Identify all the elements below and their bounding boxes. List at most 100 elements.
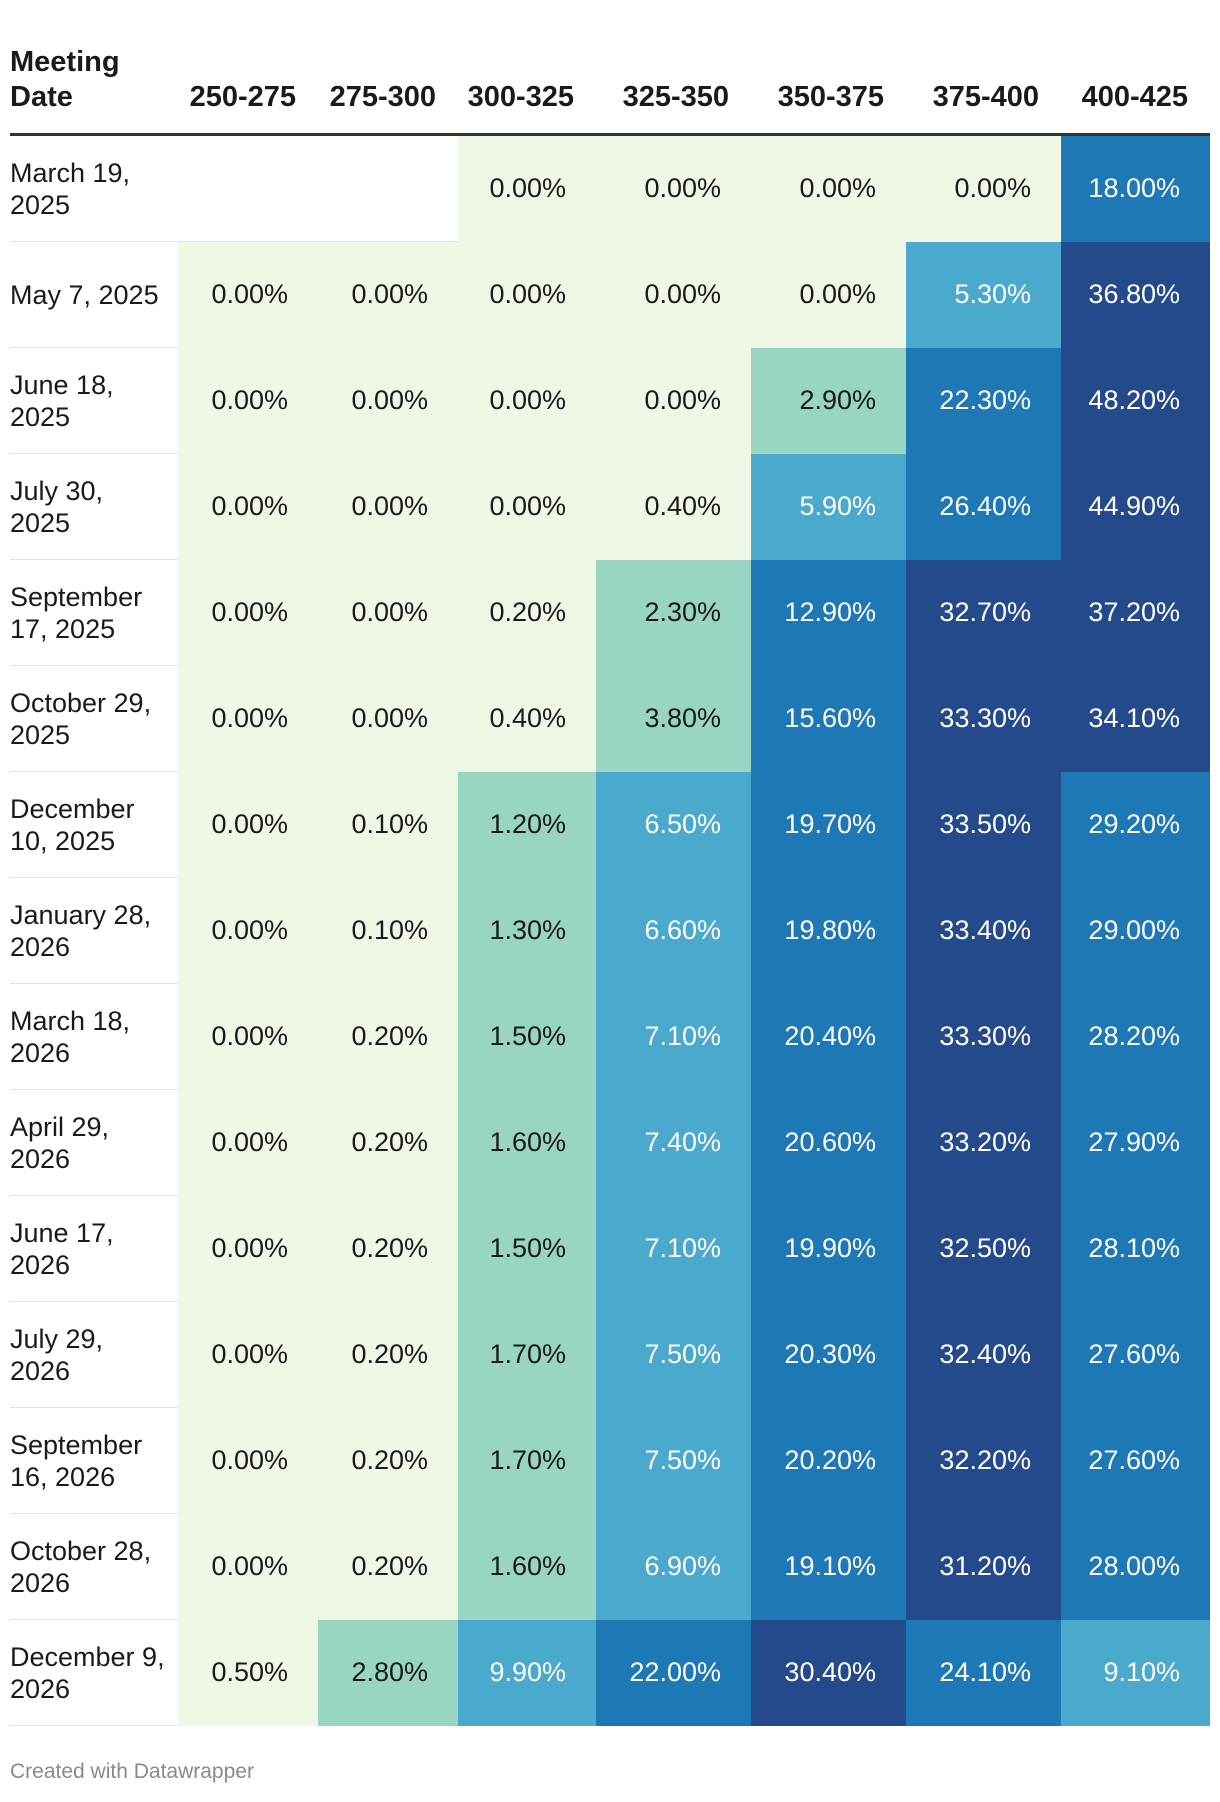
meeting-date-cell: September 16, 2026 — [10, 1407, 178, 1514]
probability-cell: 0.00% — [751, 134, 906, 242]
probability-cell: 20.20% — [751, 1407, 906, 1514]
probability-cell: 34.10% — [1061, 665, 1210, 772]
probability-cell: 0.00% — [458, 241, 596, 348]
meeting-date-cell: March 19, 2025 — [10, 134, 178, 242]
meeting-date-cell: June 18, 2025 — [10, 347, 178, 454]
probability-cell: 20.60% — [751, 1089, 906, 1196]
probability-cell: 0.00% — [318, 453, 458, 560]
table-row: July 29, 2026 0.00% 0.20% 1.70% 7.50% 20.30% 3… — [10, 1301, 1210, 1408]
probability-cell: 19.90% — [751, 1195, 906, 1302]
probability-cell: 15.60% — [751, 665, 906, 772]
probability-cell: 9.10% — [1061, 1619, 1210, 1726]
probability-cell: 0.00% — [458, 134, 596, 242]
meeting-date-cell: September 17, 2025 — [10, 559, 178, 666]
probability-cell: 7.50% — [596, 1407, 751, 1514]
probability-cell: 0.00% — [178, 877, 318, 984]
probability-cell: 33.30% — [906, 665, 1061, 772]
probability-cell: 36.80% — [1061, 241, 1210, 348]
probability-cell: 7.40% — [596, 1089, 751, 1196]
probability-cell: 12.90% — [751, 559, 906, 666]
probability-cell: 2.80% — [318, 1619, 458, 1726]
meeting-date-cell: January 28, 2026 — [10, 877, 178, 984]
probability-cell: 5.30% — [906, 241, 1061, 348]
probability-cell: 1.70% — [458, 1407, 596, 1514]
header-bin-375-400: 375-400 — [906, 35, 1061, 136]
table-row: December 10, 2025 0.00% 0.10% 1.20% 6.50% 19.… — [10, 771, 1210, 878]
table-row: October 29, 2025 0.00% 0.00% 0.40% 3.80% 15.6… — [10, 665, 1210, 772]
probability-cell: 6.50% — [596, 771, 751, 878]
probability-cell: 48.20% — [1061, 347, 1210, 454]
probability-cell: 0.00% — [318, 241, 458, 348]
probability-cell: 1.70% — [458, 1301, 596, 1408]
probability-cell: 27.60% — [1061, 1407, 1210, 1514]
probability-cell: 0.00% — [178, 453, 318, 560]
probability-cell: 19.80% — [751, 877, 906, 984]
probability-cell: 0.10% — [318, 771, 458, 878]
probability-cell: 0.00% — [178, 1407, 318, 1514]
probability-cell: 1.50% — [458, 983, 596, 1090]
meeting-date-cell: April 29, 2026 — [10, 1089, 178, 1196]
probability-cell: 0.20% — [318, 1513, 458, 1620]
probability-cell: 0.20% — [318, 983, 458, 1090]
probability-cell: 0.00% — [178, 665, 318, 772]
probability-cell: 3.80% — [596, 665, 751, 772]
probability-cell: 2.90% — [751, 347, 906, 454]
meeting-date-cell: March 18, 2026 — [10, 983, 178, 1090]
table-row: December 9, 2026 0.50% 2.80% 9.90% 22.00% 30.… — [10, 1619, 1210, 1726]
probability-cell: 0.20% — [458, 559, 596, 666]
probability-cell: 0.00% — [596, 241, 751, 348]
probability-cell: 6.60% — [596, 877, 751, 984]
probability-cell: 32.70% — [906, 559, 1061, 666]
probability-cell: 0.00% — [318, 665, 458, 772]
probability-cell — [178, 134, 318, 242]
probability-cell — [318, 134, 458, 242]
probability-cell: 1.60% — [458, 1513, 596, 1620]
probability-cell: 0.20% — [318, 1407, 458, 1514]
probability-cell: 0.50% — [178, 1619, 318, 1726]
probability-cell: 27.90% — [1061, 1089, 1210, 1196]
table-row: July 30, 2025 0.00% 0.00% 0.00% 0.40% 5.90% 26… — [10, 453, 1210, 560]
table-row: April 29, 2026 0.00% 0.20% 1.60% 7.40% 20.60%… — [10, 1089, 1210, 1196]
header-bin-275-300: 275-300 — [318, 35, 458, 136]
probability-cell: 5.90% — [751, 453, 906, 560]
probability-cell: 0.00% — [751, 241, 906, 348]
meeting-date-cell: July 30, 2025 — [10, 453, 178, 560]
table-body: March 19, 2025 0.00% 0.00% 0.00% 0.00% 18.00%… — [10, 134, 1210, 1726]
table-row: June 17, 2026 0.00% 0.20% 1.50% 7.10% 19.90% 3… — [10, 1195, 1210, 1302]
table-row: January 28, 2026 0.00% 0.10% 1.30% 6.60% 19.8… — [10, 877, 1210, 984]
table-row: May 7, 2025 0.00% 0.00% 0.00% 0.00% 0.00% 5.30… — [10, 241, 1210, 348]
meeting-date-cell: June 17, 2026 — [10, 1195, 178, 1302]
probability-cell: 0.00% — [178, 347, 318, 454]
probability-cell: 0.20% — [318, 1195, 458, 1302]
probability-cell: 7.10% — [596, 983, 751, 1090]
probability-cell: 1.60% — [458, 1089, 596, 1196]
probability-table: Meeting Date 250-275 275-300 300-325 325… — [10, 35, 1210, 1726]
probability-cell: 33.30% — [906, 983, 1061, 1090]
table-row: June 18, 2025 0.00% 0.00% 0.00% 0.00% 2.90% 22… — [10, 347, 1210, 454]
meeting-date-cell: December 10, 2025 — [10, 771, 178, 878]
meeting-date-cell: December 9, 2026 — [10, 1619, 178, 1726]
probability-cell: 31.20% — [906, 1513, 1061, 1620]
probability-cell: 33.40% — [906, 877, 1061, 984]
header-meeting-date: Meeting Date — [10, 35, 178, 136]
probability-cell: 18.00% — [1061, 134, 1210, 242]
probability-cell: 28.20% — [1061, 983, 1210, 1090]
meeting-date-cell: May 7, 2025 — [10, 241, 178, 348]
probability-cell: 28.10% — [1061, 1195, 1210, 1302]
probability-cell: 22.30% — [906, 347, 1061, 454]
probability-cell: 26.40% — [906, 453, 1061, 560]
probability-cell: 6.90% — [596, 1513, 751, 1620]
probability-cell: 0.40% — [458, 665, 596, 772]
probability-cell: 0.00% — [458, 453, 596, 560]
probability-cell: 0.20% — [318, 1089, 458, 1196]
probability-cell: 32.40% — [906, 1301, 1061, 1408]
probability-cell: 19.70% — [751, 771, 906, 878]
header-bin-400-425: 400-425 — [1061, 35, 1210, 136]
probability-cell: 0.40% — [596, 453, 751, 560]
probability-cell: 0.00% — [318, 347, 458, 454]
probability-cell: 0.00% — [596, 134, 751, 242]
probability-cell: 0.10% — [318, 877, 458, 984]
probability-cell: 0.00% — [178, 771, 318, 878]
probability-cell: 1.30% — [458, 877, 596, 984]
probability-cell: 24.10% — [906, 1619, 1061, 1726]
